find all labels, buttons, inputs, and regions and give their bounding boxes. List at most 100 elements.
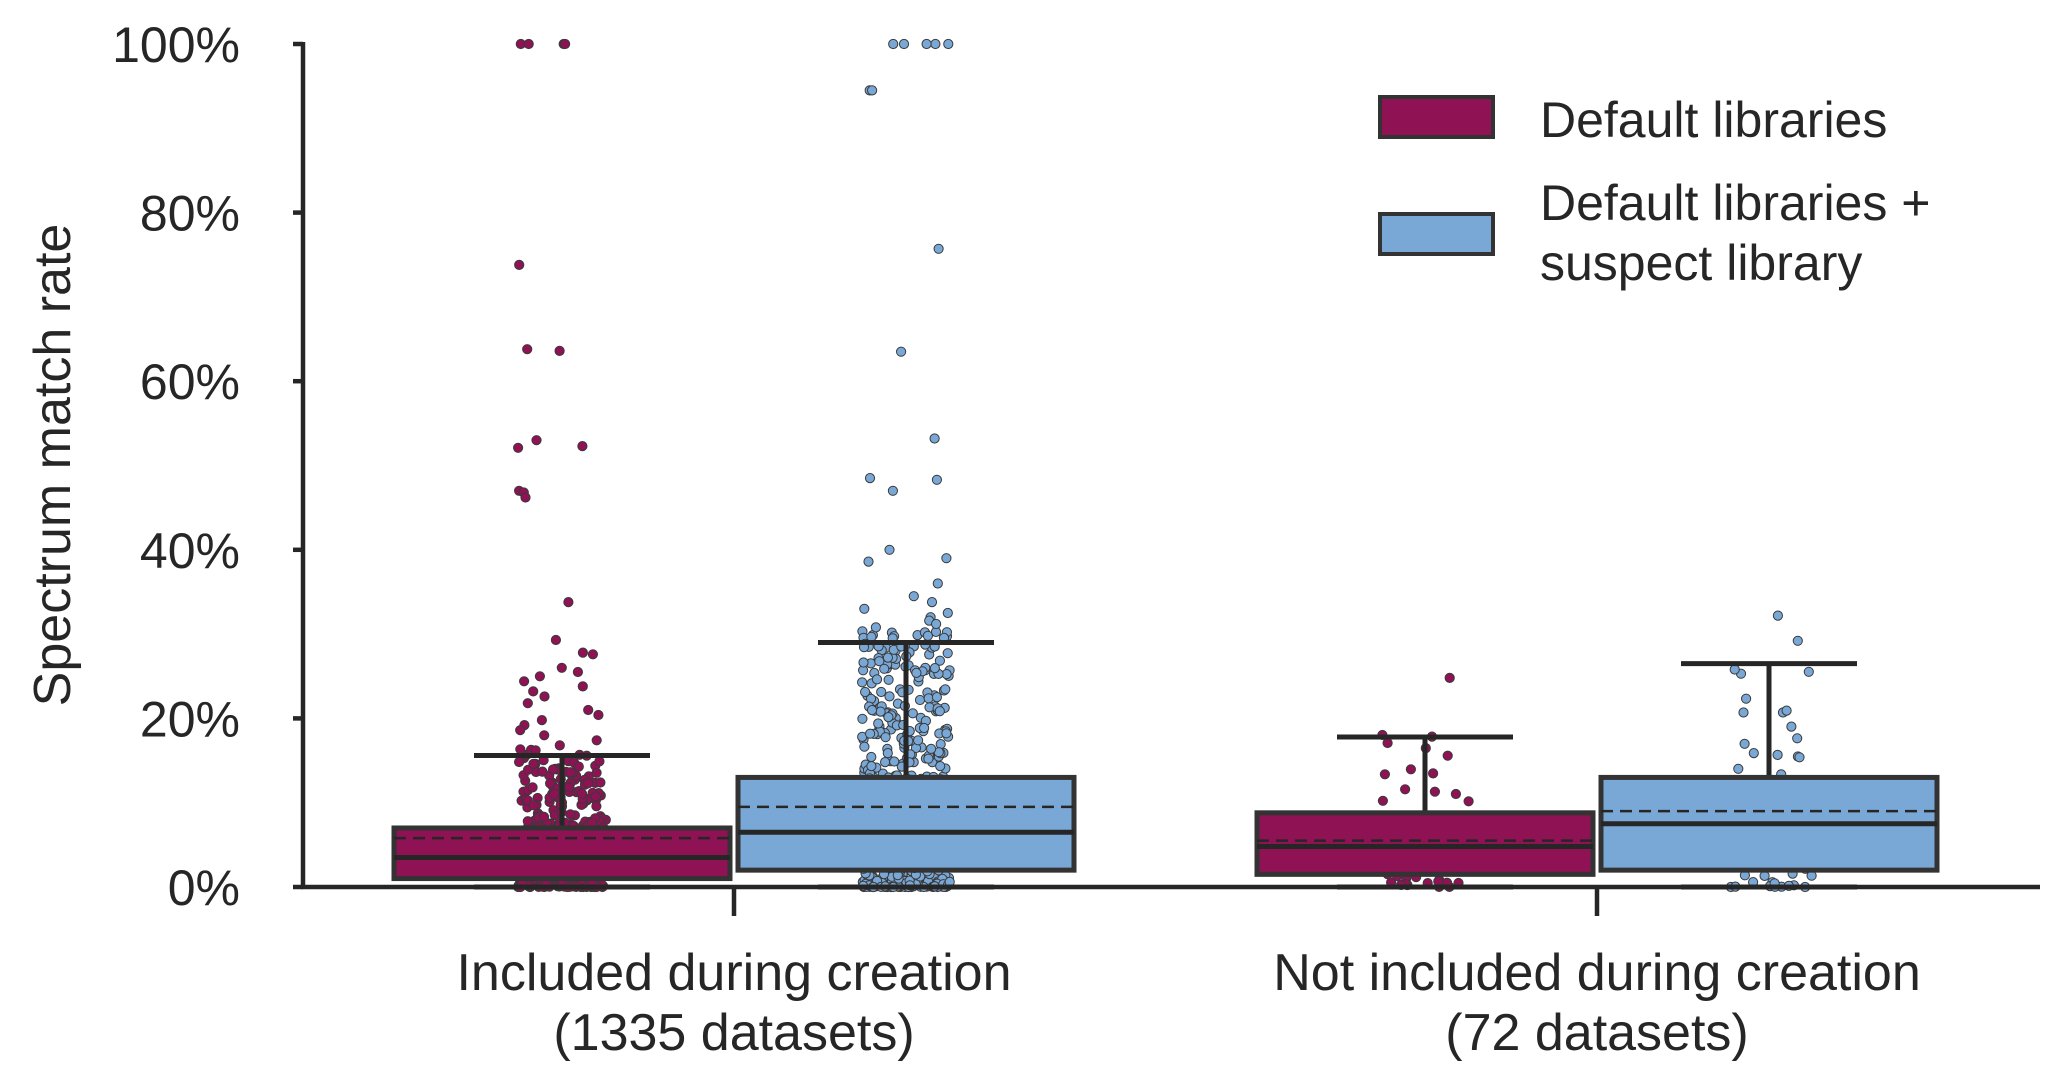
boxes [391,640,1940,890]
y-tick-label: 40% [140,523,240,579]
data-point [591,801,602,812]
data-point [857,677,868,688]
data-point [538,811,550,822]
data-point [594,756,605,767]
data-point [1463,796,1474,807]
data-point [1792,635,1803,646]
data-point [866,705,878,716]
legend-label: suspect library [1540,235,1862,291]
data-point [1739,738,1750,749]
data-point [577,647,589,658]
data-point [873,718,884,729]
data-point [565,767,576,778]
data-point [528,800,539,811]
data-point [935,761,946,772]
legend-swatch [1378,95,1495,139]
data-point [1759,870,1770,882]
data-point [522,816,533,827]
data-point [908,591,919,602]
data-point [876,686,887,698]
data-point [880,757,891,768]
data-point [514,756,525,768]
data-point [933,243,944,254]
data-point [860,686,871,698]
data-point [554,740,565,751]
box [1254,810,1596,877]
data-point [931,618,942,630]
data-point [1733,763,1744,774]
box [735,774,1077,873]
data-point [922,630,934,641]
data-point [870,622,882,633]
data-point [882,652,894,663]
data-point [513,442,524,453]
data-point [1792,733,1803,744]
data-point [942,607,953,619]
data-point [583,778,594,789]
data-point [563,597,574,608]
y-tick-label: 60% [140,354,240,410]
data-point [866,761,877,772]
data-point [1444,672,1455,684]
data-point [591,767,602,778]
data-point [887,485,899,496]
data-point [930,38,941,50]
data-point [1786,721,1797,732]
legend-label: Default libraries + [1540,175,1930,231]
data-point [520,492,531,503]
data-point [923,693,934,704]
data-point [929,433,940,444]
data-point [1377,795,1389,806]
data-point [883,674,894,685]
data-point [593,709,604,721]
data-point [554,345,565,356]
data-point [577,681,588,692]
box [391,825,733,882]
data-point [522,698,533,709]
data-point [941,553,952,564]
data-point [1748,748,1759,759]
data-point [871,674,883,685]
data-point [932,578,943,589]
data-point [527,782,538,793]
data-point [591,735,602,746]
x-tick-sublabel: (1335 datasets) [553,1004,914,1062]
data-point [888,38,899,50]
data-point [572,666,584,678]
data-point [884,691,895,702]
x-tick-label: Not included during creation [1273,944,1921,1002]
data-point [1450,788,1462,800]
data-point [564,782,575,793]
legend: Default libraries Default libraries +susp… [1378,92,1930,291]
data-point [545,778,556,789]
data-point [880,732,891,743]
data-point [1738,707,1749,718]
data-point [911,667,922,679]
legend-swatch [1378,212,1495,256]
data-point [913,735,924,746]
data-point [514,259,525,270]
data-point [931,692,943,703]
data-point [875,706,886,717]
data-point [587,649,599,660]
y-tick-label: 80% [140,186,240,242]
data-point [907,708,918,719]
data-point [515,725,526,736]
data-point [921,38,932,50]
data-point [884,544,895,555]
data-point [590,791,601,802]
data-point [1429,786,1441,797]
data-point [859,741,870,752]
data-point [1405,764,1417,775]
data-point [547,764,559,775]
data-point [889,756,900,767]
data-point [531,435,542,446]
data-point [883,712,894,723]
y-tick-label: 100% [112,17,240,73]
legend-label: Default libraries [1540,92,1887,148]
data-point [865,728,876,739]
x-tick-label: Included during creation [456,944,1011,1002]
data-point [523,38,534,50]
data-point [898,38,910,50]
